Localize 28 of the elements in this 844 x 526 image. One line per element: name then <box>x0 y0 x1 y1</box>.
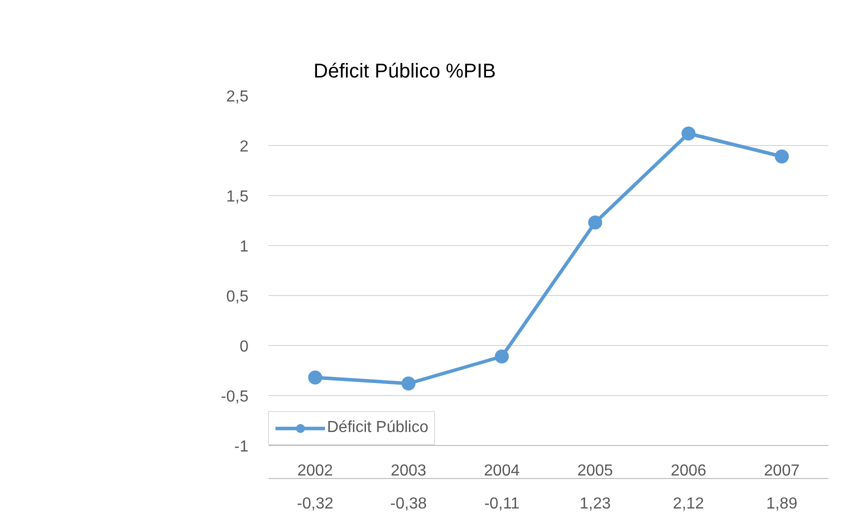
point <box>308 370 322 384</box>
chart-title: Déficit Público %PIB <box>314 60 496 82</box>
data-label: 1,23 <box>580 496 611 512</box>
point <box>494 350 509 364</box>
data-label: -0,32 <box>296 496 334 512</box>
y-tick-label: 1,5 <box>226 188 249 206</box>
point <box>588 216 602 230</box>
y-tick-label: 1 <box>240 238 249 256</box>
point <box>774 150 789 164</box>
x-tick-label: 2002 <box>297 462 334 480</box>
x-tick-label: 2004 <box>484 462 520 480</box>
y-tick-label: 2,5 <box>226 88 249 106</box>
legend-label: Déficit Público <box>327 419 428 437</box>
y-tick-label: 2 <box>240 138 249 156</box>
x-tick-label: 2007 <box>764 462 800 480</box>
x-tick-label: 2006 <box>670 462 706 480</box>
data-label: 1,89 <box>766 496 798 512</box>
y-tick-label: -1 <box>234 438 249 456</box>
y-tick-label: 0,5 <box>226 288 249 306</box>
point <box>682 126 696 140</box>
y-tick-label: 0 <box>240 338 249 356</box>
x-tick-label: 2005 <box>577 462 614 480</box>
y-tick-label: -0,5 <box>220 388 249 406</box>
data-label: -0,38 <box>390 496 427 512</box>
x-tick-label: 2003 <box>390 462 426 480</box>
point <box>402 376 416 390</box>
data-label: -0,11 <box>484 496 520 512</box>
data-label: 2,12 <box>672 496 704 512</box>
